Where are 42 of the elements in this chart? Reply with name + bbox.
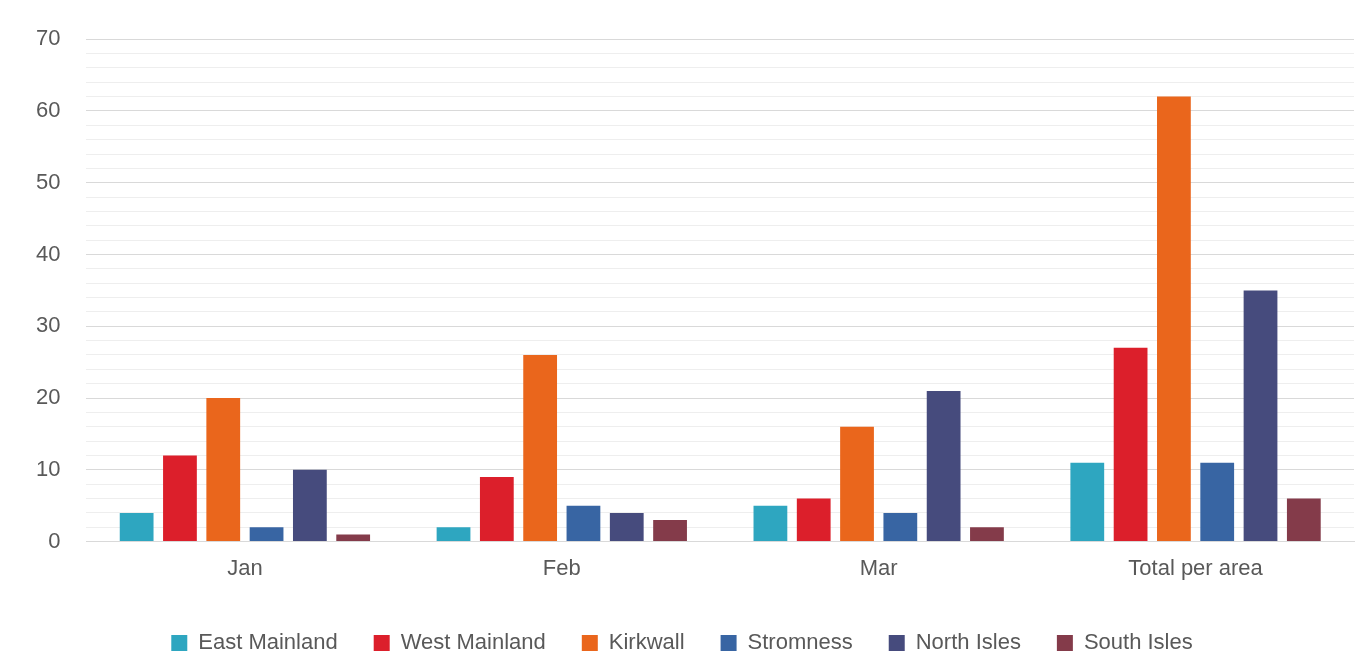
bar: [1070, 462, 1105, 542]
bar: [479, 477, 514, 542]
x-tick-label: Mar: [859, 554, 898, 580]
x-tick-label: Total per area: [1128, 554, 1264, 580]
bar: [1286, 498, 1321, 542]
bar: [796, 498, 831, 542]
legend-label: Kirkwall: [608, 629, 685, 655]
legend-label: West Mainland: [400, 629, 546, 655]
y-tick-label: 50: [35, 168, 61, 194]
y-tick-label: 40: [35, 240, 61, 266]
bar: [336, 534, 371, 542]
y-tick-label: 60: [35, 97, 61, 123]
y-tick-label: 30: [35, 312, 61, 338]
x-tick-label: Jan: [227, 554, 263, 580]
bar: [840, 426, 874, 542]
y-tick-label: 70: [35, 25, 61, 51]
bar: [163, 455, 197, 542]
bar: [609, 512, 644, 542]
bar: [523, 354, 558, 542]
y-tick-label: 20: [35, 384, 61, 410]
bar: [753, 505, 788, 542]
legend-label: East Mainland: [198, 629, 338, 655]
bar: [1157, 96, 1191, 542]
legend-label: North Isles: [915, 629, 1021, 655]
bar: [566, 505, 601, 542]
bar: [883, 512, 918, 542]
x-tick-label: Feb: [542, 554, 581, 580]
y-tick-label: 0: [48, 527, 61, 553]
y-tick-label: 10: [35, 455, 61, 481]
bar: [1200, 462, 1235, 542]
bar: [206, 398, 241, 542]
bar: [249, 527, 284, 542]
bar: [926, 390, 961, 542]
bar: [653, 520, 687, 542]
bar: [292, 469, 327, 542]
legend-label: Stromness: [747, 629, 853, 655]
bar: [119, 512, 154, 542]
bar: [436, 527, 471, 542]
bar: [1243, 290, 1278, 542]
bar: [970, 527, 1004, 542]
legend-label: South Isles: [1083, 629, 1193, 655]
bar: [1113, 347, 1148, 542]
